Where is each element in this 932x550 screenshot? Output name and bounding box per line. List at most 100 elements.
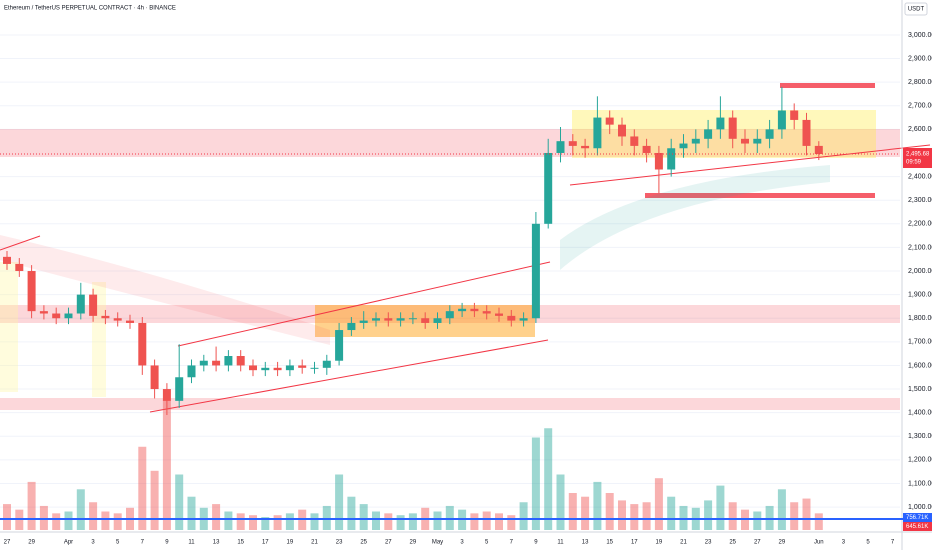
candle-body [162, 389, 171, 401]
volume-bar [667, 496, 676, 530]
volume-bar [285, 513, 294, 530]
x-tick-label: 5 [866, 540, 870, 546]
trend-lines [0, 144, 931, 413]
candle-body [261, 367, 270, 371]
candle-body [519, 318, 528, 321]
candle-body [384, 318, 393, 321]
candle-body [396, 318, 405, 321]
x-tick-label: 27 [385, 540, 392, 546]
candle-body [630, 136, 639, 146]
volume-bar [433, 511, 442, 530]
zone [572, 110, 876, 158]
volume-bar [347, 496, 356, 530]
volume-bar [544, 428, 553, 530]
volume-bar [716, 485, 725, 530]
x-tick-label: 19 [656, 540, 663, 546]
candle-body [76, 294, 85, 314]
volume-bar [495, 513, 503, 530]
volume-bar [654, 478, 663, 530]
candle-body [310, 367, 319, 369]
zone [780, 83, 875, 88]
currency: USDT [908, 7, 925, 13]
volume-bar [162, 400, 171, 530]
y-tick-label: 2,400.00 [908, 173, 932, 180]
volume-bar [249, 515, 257, 530]
candle-body [605, 117, 614, 125]
x-tick-label: 15 [606, 540, 613, 546]
volume-bar [408, 513, 417, 530]
y-tick-label: 2,000.00 [908, 268, 932, 275]
candle-body [89, 294, 98, 316]
volume-bar [212, 504, 221, 530]
y-tick-label: 1,400.00 [908, 410, 932, 417]
candle-body [285, 365, 294, 371]
x-tick-label: 19 [287, 540, 294, 546]
volume-bar [52, 513, 61, 530]
candle-body [212, 360, 221, 366]
volume-bar [814, 513, 823, 530]
y-tick-label: 1,700.00 [908, 339, 932, 346]
volume-bar [372, 511, 380, 530]
volume-bar [593, 481, 602, 530]
x-tick-label: 7 [891, 540, 895, 546]
volume-bar [359, 504, 368, 530]
candle-body [347, 322, 356, 331]
y-tick-label: 1,600.00 [908, 362, 932, 369]
candle-body [495, 313, 503, 316]
candle-body [482, 311, 491, 314]
y-tick-label: 1,100.00 [908, 480, 932, 487]
candle-body [273, 367, 282, 371]
volume-bar [507, 515, 516, 530]
candle-body [187, 365, 196, 378]
candle-body [249, 365, 257, 371]
volume-bar [581, 496, 590, 530]
trend-line [0, 235, 41, 251]
volume-bar [113, 513, 122, 530]
x-tick-label: 25 [360, 540, 367, 546]
x-tick-label: May [432, 540, 443, 546]
x-tick-label: 17 [262, 540, 269, 546]
volume-bar [138, 446, 147, 530]
candle-body [126, 320, 134, 323]
x-tick-label: 23 [705, 540, 712, 546]
y-tick-label: 1,900.00 [908, 291, 932, 298]
y-tick-label: 2,200.00 [908, 221, 932, 228]
x-tick-label: 9 [534, 540, 538, 546]
volume-bar [618, 500, 626, 530]
volume-bar [101, 511, 110, 530]
y-tick-label: 1,800.00 [908, 315, 932, 322]
volume-bar [802, 498, 811, 530]
x-tick-label: 3 [460, 540, 464, 546]
candle-body [777, 110, 786, 130]
volume-bar [630, 504, 639, 530]
volume-bar [396, 515, 405, 530]
volume-bar [568, 493, 577, 530]
x-tick-label: Jun [814, 540, 824, 546]
trend-line [177, 261, 551, 347]
volume-bar [236, 513, 245, 530]
candle-body [322, 360, 331, 368]
volume-bar [765, 505, 774, 530]
candle-body [765, 129, 774, 139]
candle-body [642, 145, 651, 153]
candle-body [27, 271, 36, 312]
volume-bar [445, 505, 454, 530]
candle-body [335, 330, 344, 361]
volume-bar [519, 502, 528, 530]
volume-tag [903, 513, 932, 522]
candle-body [175, 377, 184, 401]
volume-bar [790, 502, 799, 530]
x-tick-label: 29 [410, 540, 417, 546]
candle-body [581, 145, 590, 149]
x-tick-label: 7 [141, 540, 145, 546]
volume-bar [605, 493, 614, 530]
chart-title: Ethereum / TetherUS PERPETUAL CONTRACT ·… [4, 6, 176, 12]
volume-bar [704, 500, 713, 530]
volume-bar [76, 489, 85, 530]
candle-body [433, 318, 442, 323]
candle-body [531, 223, 540, 319]
candle-body [790, 110, 799, 120]
y-tick-label: 3,000.00 [908, 32, 932, 39]
candle-body [691, 138, 700, 144]
x-tick-label: 29 [779, 540, 786, 546]
